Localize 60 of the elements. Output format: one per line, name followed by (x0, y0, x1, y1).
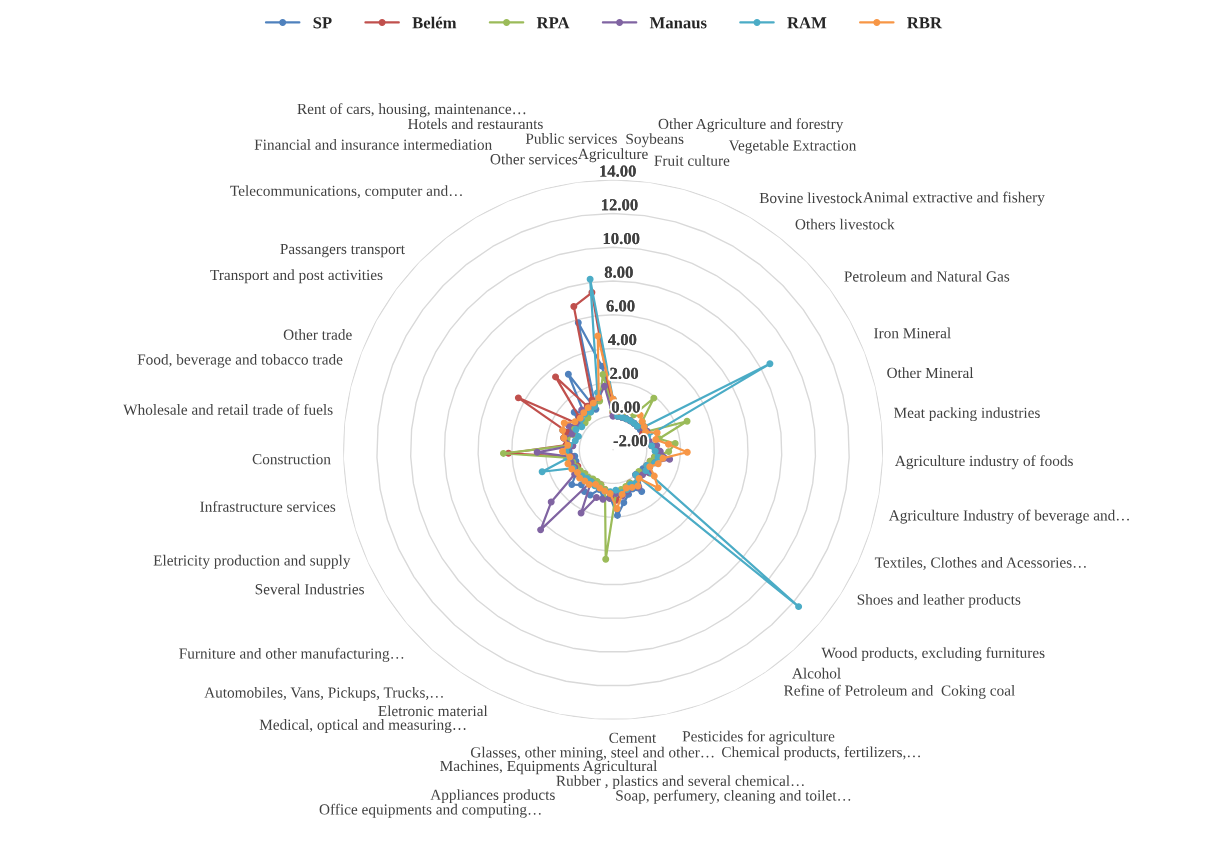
legend-label: Belém (412, 16, 457, 29)
spoke-label: Wood products, excluding furnitures (821, 647, 1045, 662)
legend-label: RPA (536, 17, 570, 29)
legend-label: SP (313, 17, 332, 29)
spoke-label: Other Mineral (887, 367, 974, 379)
y-tick-label: 10.00 (603, 232, 640, 245)
spoke-label: Furniture and other manufacturing… (179, 647, 404, 662)
spoke-label: Hotels and restaurants (408, 118, 543, 130)
spoke-label: Textiles, Clothes and Acessories… (874, 556, 1086, 570)
spoke-label: Passangers transport (280, 243, 405, 258)
spoke-label: Others livestock (795, 218, 895, 230)
spoke-label: Fruit culture (654, 155, 730, 166)
spoke-label: Rubber , plastics and several chemical… (556, 775, 804, 790)
spoke-label: Soybeans (626, 133, 684, 148)
y-tick-label: 8.00 (604, 266, 633, 278)
spoke-label: Eletronic material (378, 705, 488, 717)
spoke-label: Meat packing industries (894, 407, 1040, 422)
spoke-label: Financial and insurance intermediation (254, 139, 492, 150)
legend-label: RAM (787, 17, 827, 29)
spoke-label: Eletricity production and supply (153, 554, 351, 569)
spoke-label: Wholesale and retail trade of fuels (123, 403, 333, 415)
spoke-label: Several Industries (255, 583, 365, 595)
y-tick-label: 6.00 (606, 300, 635, 312)
spoke-label: Glasses, other mining, steel and other… (470, 746, 714, 761)
spoke-label: Other services (490, 153, 578, 165)
y-tick-label: 2.00 (610, 367, 639, 380)
y-tick-label: 12.00 (602, 199, 638, 211)
spoke-label: Infrastructure services (200, 500, 336, 512)
spoke-label: Shoes and leather products (857, 593, 1021, 608)
spoke-label: Telecommunications, computer and… (230, 185, 462, 200)
y-tick-label: 4.00 (607, 334, 637, 346)
spoke-label: Agriculture (578, 148, 648, 163)
spoke-label: Cement (609, 732, 657, 743)
spoke-label: Agriculture industry of foods (894, 455, 1073, 470)
spoke-label: Animal extractive and fishery (863, 191, 1045, 206)
spoke-label: Automobiles, Vans, Pickups, Trucks,… (204, 686, 443, 701)
spoke-label: Other Agriculture and forestry (658, 118, 844, 133)
spoke-label: Pesticides for agriculture (682, 730, 835, 745)
spoke-label: Office equipments and computing… (319, 803, 541, 818)
spoke-label: Machines, Equipments Agricultural (440, 760, 658, 775)
spoke-label: Other trade (283, 329, 352, 340)
spoke-label: Soap, perfumery, cleaning and toilet… (616, 789, 851, 804)
spoke-label: Vegetable Extraction (728, 139, 857, 154)
spoke-label: Medical, optical and measuring… (259, 719, 466, 733)
spoke-label: Appliances products (430, 789, 555, 804)
spoke-label: Iron Mineral (874, 327, 951, 339)
spoke-label: Agriculture Industry of beverage and… (888, 509, 1129, 524)
legend-label: Manaus (649, 17, 707, 29)
y-tick-label: 14.00 (600, 165, 636, 177)
spoke-label: Bovine livestock (759, 192, 863, 204)
spoke-label: Petroleum and Natural Gas (844, 270, 1010, 282)
spoke-label: Public services (525, 133, 617, 144)
spoke-label: Rent of cars, housing, maintenance… (297, 103, 526, 118)
spoke-label: Transport and post activities (210, 269, 383, 284)
spoke-label: Refine of Petroleum and Coking coal (784, 684, 1015, 699)
spoke-label: Construction (252, 454, 331, 465)
spoke-label: Food, beverage and tobacco trade (137, 353, 343, 368)
spoke-label: Chemical products, fertilizers,… (721, 746, 920, 761)
legend-label: RBR (907, 17, 943, 29)
spoke-label: Alcohol (792, 667, 841, 679)
